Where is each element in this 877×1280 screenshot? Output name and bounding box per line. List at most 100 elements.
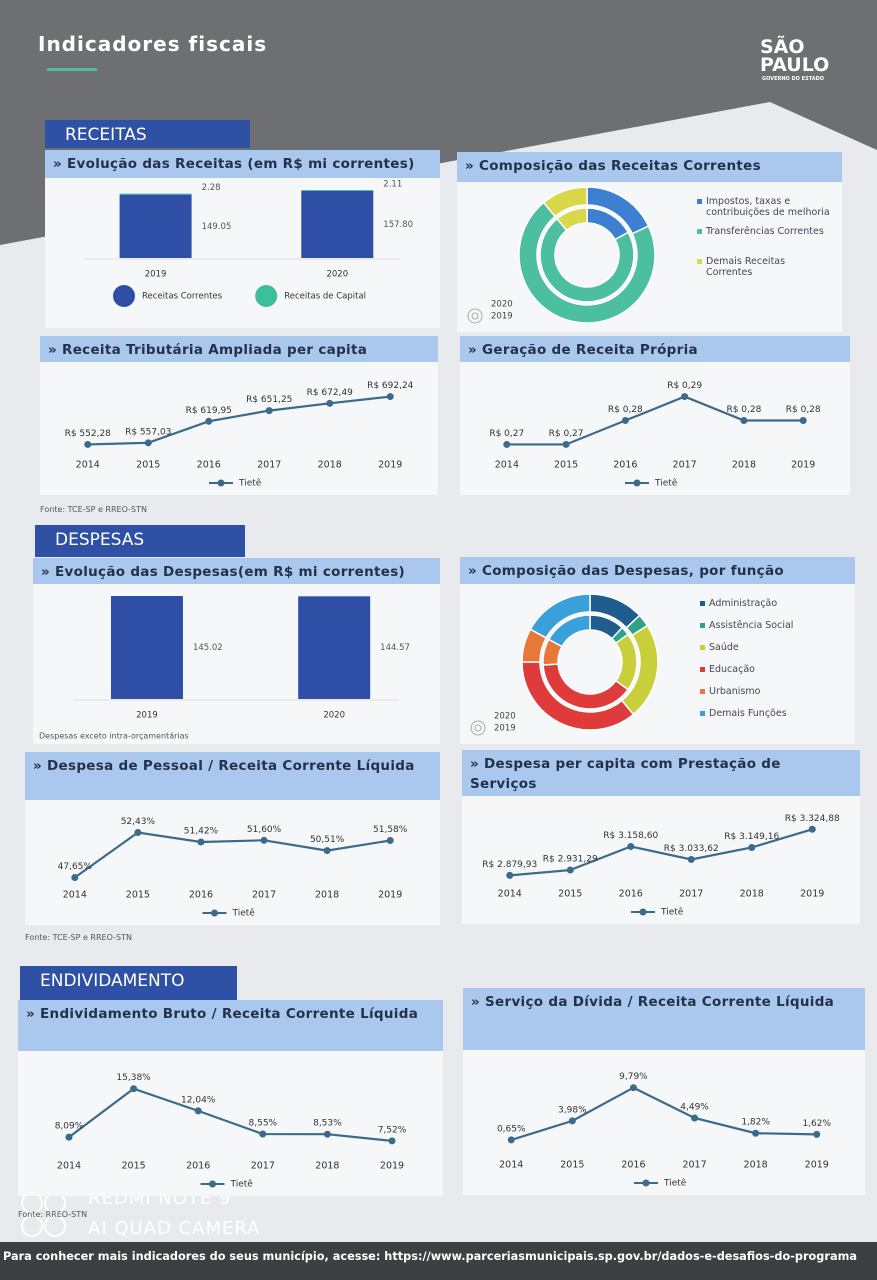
watermark: AI QUAD CAMERA xyxy=(88,1218,261,1239)
value-label: R$ 0,28 xyxy=(608,405,643,415)
point xyxy=(681,393,689,401)
chart-panel: 0,65% 3,98% 9,79% 4,49% 1,82% 1,62% 2014 2015 20… xyxy=(463,1050,865,1195)
panel-title: » Geração de Receita Própria xyxy=(460,336,850,362)
point xyxy=(71,874,79,881)
camera-icon xyxy=(21,1215,43,1237)
line xyxy=(506,395,804,446)
legend-swatch xyxy=(255,285,278,307)
ring-icon xyxy=(467,308,483,324)
legend-swatch xyxy=(700,601,705,606)
chart: 8,09% 15,38% 12,04% 8,55% 8,53% 7,52% 2014 2015… xyxy=(55,1073,407,1189)
x-tick-label: 2014 xyxy=(57,1161,81,1172)
panel-title: » Endividamento Bruto / Receita Corrente… xyxy=(18,1000,443,1051)
x-tick-label: 2018 xyxy=(732,460,756,471)
x-tick-label: 2018 xyxy=(744,1160,768,1171)
value-label: 4,49% xyxy=(680,1102,709,1112)
point xyxy=(748,843,756,851)
logo: SÃO PAULO xyxy=(760,36,830,76)
note: Despesas exceto intra-orçamentárias xyxy=(39,732,189,741)
point xyxy=(386,393,394,401)
value-label: R$ 552,28 xyxy=(65,429,112,439)
legend-label: Saúde xyxy=(709,642,739,653)
chart: R$ 2.879,93 R$ 2.931,29 R$ 3.158,60 R$ 3.03… xyxy=(482,814,840,918)
x-tick-label: 2017 xyxy=(252,890,276,901)
chart: R$ 552,28 R$ 557,03 R$ 619,95 R$ 651,25 R$ 6… xyxy=(65,381,414,488)
section-title: ENDIVIDAMENTO xyxy=(20,966,237,1000)
legend-dot xyxy=(211,909,218,917)
x-tick-label: 2018 xyxy=(315,1161,339,1172)
ring-label: 2019 xyxy=(494,724,516,734)
chart: 0,65% 3,98% 9,79% 4,49% 1,82% 1,62% 2014 2015 20… xyxy=(497,1072,832,1188)
x-tick-label: 2015 xyxy=(558,889,582,900)
legend-label: Tietê xyxy=(654,478,678,489)
legend-label: Impostos, taxas e contribuições de melho… xyxy=(706,196,830,218)
x-tick-label: 2017 xyxy=(251,1161,275,1172)
value-label: 51,60% xyxy=(247,825,282,835)
legend-item: Educação xyxy=(700,664,845,675)
point xyxy=(507,1136,515,1144)
legend-swatch xyxy=(697,229,702,234)
x-tick-label: 2015 xyxy=(554,460,578,471)
point xyxy=(629,1084,637,1092)
value-label: R$ 3.149,16 xyxy=(724,832,779,842)
value-label: R$ 0,27 xyxy=(549,429,584,439)
line xyxy=(509,828,813,877)
chart-panel: 8,09% 15,38% 12,04% 8,55% 8,53% 7,52% 2014 2015… xyxy=(18,1051,443,1196)
value-label: R$ 3.324,88 xyxy=(785,814,840,824)
value-label: R$ 557,03 xyxy=(125,427,171,437)
value-label: 50,51% xyxy=(310,835,345,845)
chart-panel: 2020 2019 Impostos, taxas e contribuições … xyxy=(457,182,842,332)
chart: R$ 0,27 R$ 0,27 R$ 0,28 R$ 0,29 R$ 0,28 R$ 0,… xyxy=(489,381,821,489)
x-tick-label: 2014 xyxy=(498,889,522,900)
section-title: RECEITAS xyxy=(45,120,250,148)
value-label: 52,43% xyxy=(121,817,156,827)
x-tick-label: 2018 xyxy=(740,889,764,900)
x-tick-label: 2019 xyxy=(791,460,815,471)
camera-icon xyxy=(44,1215,66,1237)
value-label: 3,98% xyxy=(558,1105,587,1115)
x-tick-label: 2019 xyxy=(378,890,402,901)
panel-title: » Evolução das Despesas(em R$ mi corrent… xyxy=(33,558,440,584)
legend-item: Transferências Correntes xyxy=(697,226,832,237)
x-tick-label: 2016 xyxy=(189,890,213,901)
panel-title: » Receita Tributária Ampliada per capita xyxy=(40,336,438,362)
x-tick-label: 2019 xyxy=(805,1160,829,1171)
legend-swatch xyxy=(700,689,705,694)
panel-title: » Despesa per capita com Prestação de Se… xyxy=(462,750,860,796)
panel-title: » Evolução das Receitas (em R$ mi corren… xyxy=(45,150,440,178)
point xyxy=(506,871,514,879)
value-label: 145.02 xyxy=(193,643,223,653)
point xyxy=(503,440,511,448)
ring-icon xyxy=(474,724,482,732)
x-tick-label: 2017 xyxy=(257,460,281,471)
value-label: R$ 0,28 xyxy=(786,405,821,415)
legend-swatch xyxy=(700,623,705,628)
point xyxy=(568,1117,576,1125)
point xyxy=(194,1107,202,1115)
legend-label: Transferências Correntes xyxy=(706,226,824,237)
point xyxy=(65,1133,73,1141)
ring-icon xyxy=(470,720,486,736)
legend-item: Administração xyxy=(700,598,845,609)
legend-swatch xyxy=(700,667,705,672)
chart: 145.02 2019 144.57 2020 Despesas exceto intr… xyxy=(39,596,410,741)
x-tick-label: 2018 xyxy=(315,890,339,901)
legend-swatch xyxy=(113,285,135,307)
ring-icon xyxy=(471,312,479,320)
point xyxy=(144,439,152,447)
title-underline xyxy=(47,68,97,71)
section-title: DESPESAS xyxy=(35,525,245,557)
x-tick-label: 2014 xyxy=(63,890,87,901)
value-label: R$ 2.931,29 xyxy=(543,855,598,865)
legend-label: Assistência Social xyxy=(709,620,794,631)
x-tick-label: 2015 xyxy=(560,1160,584,1171)
chart-panel: R$ 552,28 R$ 557,03 R$ 619,95 R$ 651,25 R$ 6… xyxy=(40,362,438,495)
legend-dot xyxy=(639,908,647,916)
point xyxy=(566,866,574,874)
x-tick-label: 2020 xyxy=(323,711,345,721)
ring-label: 2020 xyxy=(491,300,513,310)
legend-label: Demais Funções xyxy=(709,708,787,719)
legend-item: Saúde xyxy=(700,642,845,653)
x-tick-label: 2019 xyxy=(800,889,824,900)
